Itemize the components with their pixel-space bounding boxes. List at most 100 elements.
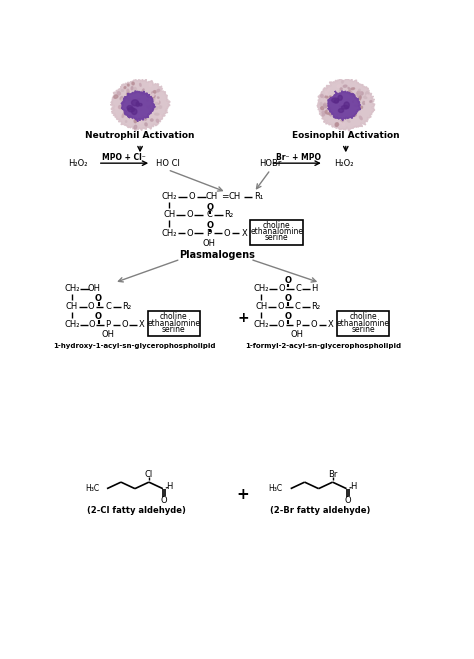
Ellipse shape <box>339 105 340 107</box>
Ellipse shape <box>124 111 128 114</box>
Ellipse shape <box>155 107 158 109</box>
Ellipse shape <box>326 113 330 114</box>
Text: R₁: R₁ <box>254 192 263 202</box>
Text: O: O <box>161 496 167 505</box>
Text: ethanalomine: ethanalomine <box>250 227 303 236</box>
Ellipse shape <box>152 94 154 96</box>
Polygon shape <box>317 78 375 131</box>
Text: CH₂: CH₂ <box>254 320 269 330</box>
Ellipse shape <box>134 119 137 123</box>
Text: C: C <box>295 284 301 293</box>
Text: P: P <box>106 320 110 330</box>
Text: OH: OH <box>202 239 216 248</box>
Ellipse shape <box>130 116 133 120</box>
Ellipse shape <box>145 123 147 126</box>
Ellipse shape <box>159 115 161 118</box>
Ellipse shape <box>363 101 365 105</box>
Ellipse shape <box>335 123 338 127</box>
Ellipse shape <box>145 117 146 121</box>
Ellipse shape <box>124 104 127 107</box>
Text: O: O <box>279 284 285 293</box>
Text: ethanalomine: ethanalomine <box>147 318 201 328</box>
Text: H₃C: H₃C <box>268 484 283 493</box>
Ellipse shape <box>325 96 328 98</box>
Text: OH: OH <box>291 330 304 339</box>
Ellipse shape <box>358 89 360 92</box>
Ellipse shape <box>340 88 342 90</box>
Ellipse shape <box>324 103 327 107</box>
Ellipse shape <box>336 123 338 127</box>
Ellipse shape <box>116 107 120 109</box>
Ellipse shape <box>121 99 124 101</box>
Ellipse shape <box>325 106 328 108</box>
Ellipse shape <box>343 107 346 110</box>
Ellipse shape <box>358 96 362 98</box>
Ellipse shape <box>342 80 343 83</box>
Ellipse shape <box>329 107 332 110</box>
Text: H₃C: H₃C <box>85 484 99 493</box>
Ellipse shape <box>340 103 344 105</box>
Ellipse shape <box>370 101 372 102</box>
Text: (2-Cl fatty aldehyde): (2-Cl fatty aldehyde) <box>87 506 186 515</box>
Ellipse shape <box>351 88 355 90</box>
Text: serine: serine <box>162 325 186 334</box>
Ellipse shape <box>147 100 148 101</box>
Ellipse shape <box>330 96 333 99</box>
Text: CH: CH <box>229 192 241 202</box>
Text: X: X <box>328 320 334 330</box>
Text: (2-Br fatty aldehyde): (2-Br fatty aldehyde) <box>270 506 370 515</box>
Text: R₂: R₂ <box>224 210 234 219</box>
Ellipse shape <box>156 99 158 103</box>
Ellipse shape <box>326 111 330 114</box>
Text: R₂: R₂ <box>122 302 131 311</box>
Text: H: H <box>350 482 356 492</box>
Text: OH: OH <box>88 284 100 293</box>
Ellipse shape <box>322 113 325 116</box>
Ellipse shape <box>157 97 159 98</box>
Ellipse shape <box>134 125 137 129</box>
Ellipse shape <box>155 102 158 105</box>
Ellipse shape <box>357 94 359 96</box>
Text: serine: serine <box>265 233 289 243</box>
Ellipse shape <box>328 88 330 92</box>
Text: O: O <box>95 294 102 303</box>
Text: 1-formyl-2-acyl-sn-glycerophospholipid: 1-formyl-2-acyl-sn-glycerophospholipid <box>246 343 402 349</box>
Ellipse shape <box>359 96 361 100</box>
Ellipse shape <box>137 98 140 100</box>
Text: O: O <box>206 221 213 229</box>
Ellipse shape <box>140 84 141 86</box>
Text: O: O <box>206 202 213 212</box>
Text: +: + <box>237 486 249 501</box>
Ellipse shape <box>348 88 350 90</box>
Text: ethanalomine: ethanalomine <box>337 318 390 328</box>
Ellipse shape <box>364 100 366 101</box>
Ellipse shape <box>361 92 363 95</box>
Text: O: O <box>311 320 318 330</box>
Ellipse shape <box>125 96 129 97</box>
Text: O: O <box>278 320 284 330</box>
Ellipse shape <box>126 121 127 123</box>
Ellipse shape <box>337 96 338 100</box>
Text: C: C <box>294 302 300 311</box>
Text: CH₂: CH₂ <box>254 284 269 293</box>
Ellipse shape <box>322 111 326 114</box>
Ellipse shape <box>337 96 339 98</box>
Ellipse shape <box>337 85 340 88</box>
Text: CH: CH <box>255 302 267 311</box>
Text: P: P <box>295 320 300 330</box>
Ellipse shape <box>130 115 132 119</box>
Text: O: O <box>284 312 291 322</box>
Text: H: H <box>166 482 173 492</box>
Ellipse shape <box>127 92 128 96</box>
Ellipse shape <box>365 101 368 104</box>
Ellipse shape <box>321 107 324 109</box>
Text: CH: CH <box>66 302 78 311</box>
Ellipse shape <box>356 90 359 92</box>
Ellipse shape <box>357 92 359 94</box>
Text: OH: OH <box>101 330 115 339</box>
Text: O: O <box>277 302 284 311</box>
Polygon shape <box>328 91 361 121</box>
Ellipse shape <box>359 116 362 120</box>
Ellipse shape <box>118 105 122 109</box>
Ellipse shape <box>157 101 160 104</box>
